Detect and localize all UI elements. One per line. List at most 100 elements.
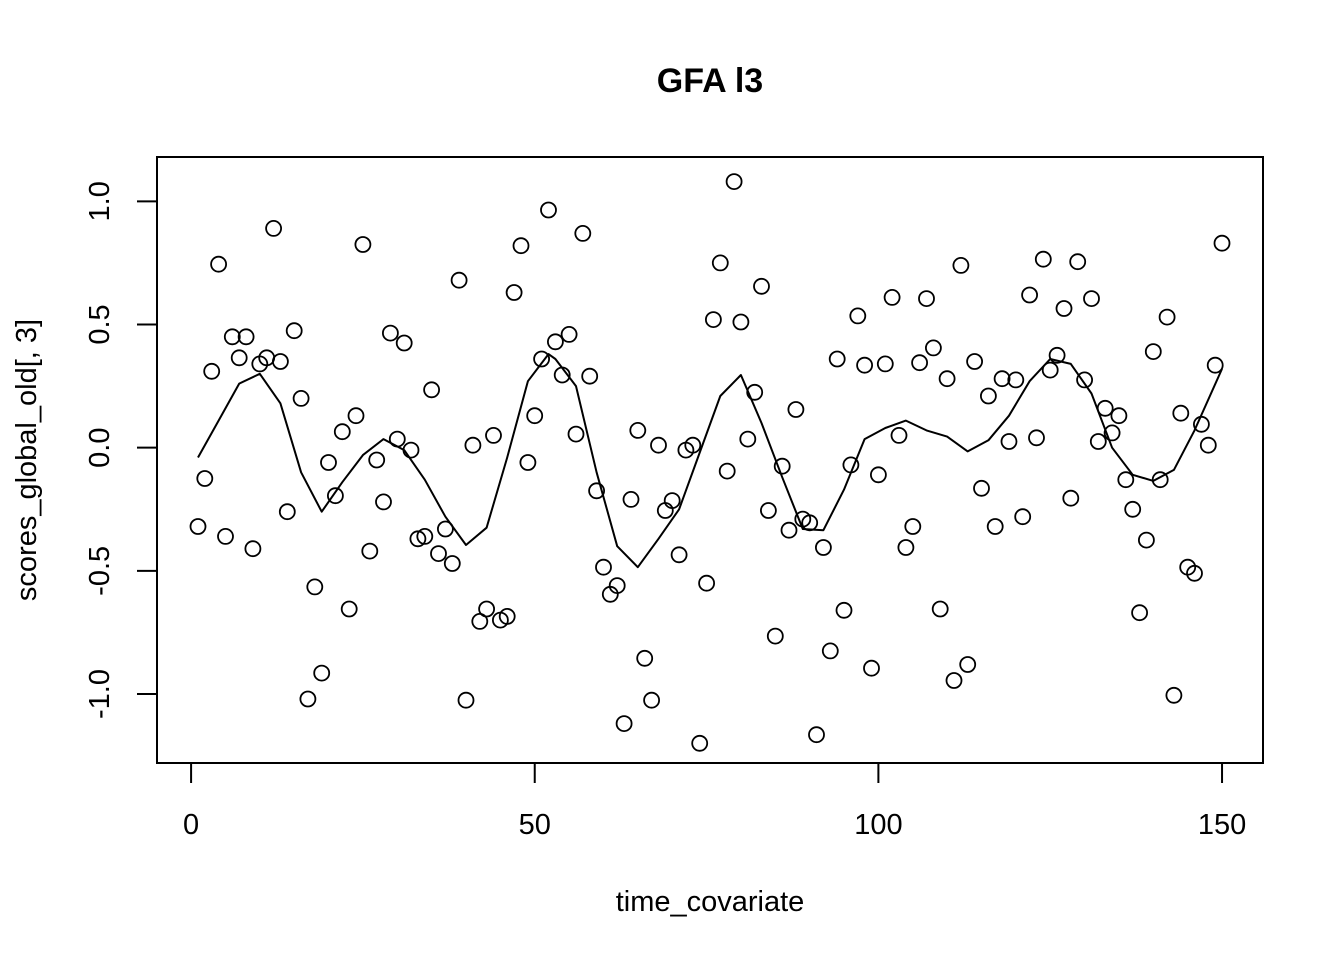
scatter-point: [973, 479, 990, 497]
scatter-point: [1076, 371, 1093, 389]
scatter-point: [230, 349, 248, 367]
scatter-point: [897, 539, 915, 556]
scatter-point: [265, 219, 283, 237]
scatter-point: [196, 470, 214, 487]
scatter-point: [553, 366, 571, 384]
smoothed-line-layer: [197, 353, 1223, 569]
scatter-point: [815, 539, 832, 556]
scatter-point: [808, 726, 825, 744]
scatter-point: [1055, 300, 1073, 317]
scatter-point: [223, 328, 241, 346]
scatter-point: [217, 528, 234, 545]
scatter-point: [952, 256, 970, 274]
scatter-point: [519, 454, 537, 471]
x-tick-label: 0: [183, 809, 199, 841]
scatter-point: [670, 546, 688, 564]
scatter-point: [285, 322, 303, 340]
scatter-point: [1096, 399, 1114, 417]
scatter-point: [347, 407, 365, 425]
scatter-point: [780, 521, 798, 539]
scatter-point: [828, 350, 846, 368]
scatter-point: [560, 325, 578, 343]
scatter-point: [574, 224, 592, 242]
scatter-point: [931, 600, 949, 618]
scatter-point: [986, 518, 1004, 535]
scatter-point: [368, 451, 386, 469]
x-axis-label: time_covariate: [616, 886, 805, 918]
scatter-point: [1165, 686, 1183, 704]
scatter-point: [416, 528, 434, 545]
scatter-point: [980, 387, 997, 405]
scatter-point: [567, 425, 585, 443]
scatter-point: [237, 328, 255, 346]
scatter-point: [766, 627, 784, 645]
scatter-point: [753, 277, 770, 295]
scatter-point: [725, 173, 743, 191]
scatter-point: [643, 691, 660, 709]
scatter-point: [457, 691, 475, 709]
scatter-points-layer: [189, 173, 1231, 752]
scatter-point: [505, 284, 523, 301]
scatter-point: [705, 311, 722, 329]
scatter-point: [684, 436, 702, 454]
scatter-point: [1028, 429, 1045, 447]
y-tick-label: -0.5: [84, 546, 116, 596]
scatter-point: [1186, 564, 1203, 582]
scatter-point: [464, 436, 482, 454]
y-tick-label: 0.5: [84, 304, 116, 344]
scatter-point: [718, 462, 736, 480]
scatter-point: [711, 254, 729, 272]
scatter-point: [911, 354, 928, 372]
scatter-point: [1110, 407, 1128, 425]
scatter-point: [1103, 424, 1121, 442]
scatter-point: [526, 407, 544, 425]
scatter-point: [636, 649, 654, 667]
scatter-point: [876, 355, 894, 373]
plot-frame: [156, 156, 1264, 764]
scatter-point: [354, 236, 372, 253]
scatter-point: [443, 555, 461, 572]
scatter-point: [870, 466, 887, 484]
scatter-point: [925, 339, 942, 357]
scatter-point: [278, 503, 296, 521]
scatter-point: [402, 441, 420, 459]
scatter-point: [918, 290, 935, 308]
scatter-point: [863, 659, 880, 677]
scatter-point: [1172, 404, 1190, 422]
scatter-point: [1062, 489, 1080, 507]
scatter-point: [210, 255, 228, 273]
scatter-point: [388, 430, 406, 448]
scatter-point: [622, 490, 640, 508]
scatter-point: [883, 288, 901, 306]
x-axis: 0 50 100 150: [183, 762, 1246, 841]
y-tick-label: 1.0: [84, 181, 116, 221]
scatter-point: [581, 367, 599, 385]
scatter-point: [313, 664, 331, 682]
scatter-point: [547, 333, 564, 351]
x-tick-label: 50: [519, 809, 551, 841]
scatter-point: [1034, 250, 1052, 268]
x-tick-label: 150: [1198, 809, 1246, 841]
scatter-point: [588, 482, 605, 500]
scatter-point: [595, 558, 612, 576]
scatter-point: [1213, 234, 1231, 252]
scatter-point: [299, 690, 317, 708]
scatter-point: [1124, 500, 1142, 518]
scatter-point: [381, 324, 399, 342]
scatter-point: [430, 545, 447, 562]
scatter-point: [271, 353, 289, 370]
scatter-point: [1151, 471, 1169, 489]
scatter-point: [650, 436, 667, 454]
scatter-point: [395, 334, 413, 352]
scatter-point: [1144, 343, 1162, 361]
scatter-point: [189, 518, 207, 535]
scatter-point: [663, 492, 681, 510]
y-axis: -1.0 -0.5 0.0 0.5 1.0: [84, 181, 158, 719]
scatter-point: [320, 454, 337, 471]
scatter-point: [1158, 308, 1176, 326]
scatter-point: [498, 608, 516, 625]
scatter-point: [244, 540, 262, 558]
scatter-point: [450, 271, 468, 289]
scatter-point: [478, 600, 496, 618]
scatter-point: [333, 423, 351, 441]
